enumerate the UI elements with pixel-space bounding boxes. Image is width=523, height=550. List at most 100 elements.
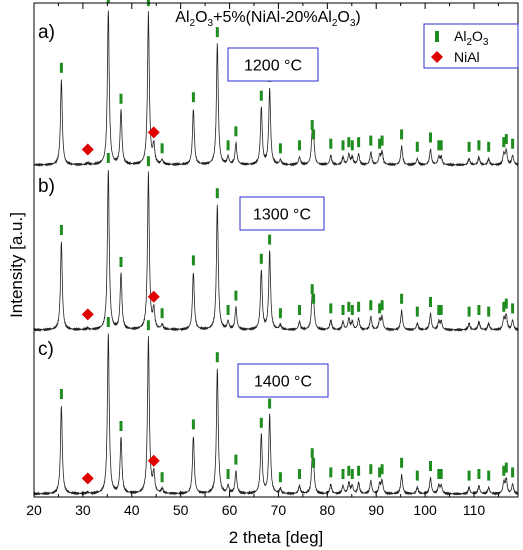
x-axis-label: 2 theta [deg] [229, 528, 324, 547]
al2o3-peak-marker [119, 93, 123, 104]
temperature-label: 1200 °C [244, 58, 302, 75]
al2o3-peak-marker [357, 301, 361, 312]
al2o3-peak-marker [477, 140, 481, 151]
al2o3-peak-marker [298, 469, 301, 479]
al2o3-peak-marker [226, 140, 230, 151]
tick-labels: 20 30 40 50 60 70 80 90 100 110 [26, 502, 485, 518]
al2o3-peak-marker [378, 303, 382, 314]
diffraction-trace [33, 169, 519, 333]
al2o3-peak-marker [226, 305, 230, 315]
y-axis-label: Intensity [a.u.] [7, 212, 26, 318]
al2o3-peak-marker [487, 306, 491, 317]
x-tick-label: 70 [271, 502, 287, 518]
al2o3-peak-marker [191, 419, 195, 430]
al2o3-peak-marker [415, 470, 419, 481]
al2o3-peak-marker [350, 469, 354, 479]
al2o3-peak-marker [146, 320, 150, 331]
panel-2: b) 1300 °C [33, 153, 519, 333]
x-tick-label: 110 [463, 502, 486, 518]
al2o3-peak-marker [312, 457, 316, 468]
al2o3-peak-marker [59, 62, 63, 73]
al2o3-peak-marker [511, 467, 515, 478]
al2o3-peak-marker [477, 305, 481, 315]
legend-al2o3-label: Al2O3 [454, 28, 489, 48]
nial-peak-marker [147, 290, 160, 303]
al2o3-peak-marker [400, 293, 404, 304]
al2o3-peak-marker [268, 234, 272, 245]
al2o3-peak-marker [59, 225, 63, 235]
al2o3-peak-marker [278, 143, 282, 154]
al2o3-peak-marker [146, 156, 150, 167]
al2o3-peak-marker [234, 454, 238, 465]
al2o3-peak-marker [341, 140, 345, 151]
al2o3-peak-marker [329, 467, 333, 478]
al2o3-peak-marker [259, 417, 263, 428]
al2o3-peak-marker [380, 135, 384, 146]
panel-1: a) 1200 °C [33, 0, 519, 168]
al2o3-peak-marker [234, 290, 238, 301]
al2o3-peak-marker [259, 253, 263, 264]
al2o3-peak-marker [312, 293, 316, 304]
al2o3-peak-marker [310, 448, 314, 459]
al2o3-peak-marker [347, 301, 351, 312]
al2o3-peak-marker [106, 0, 110, 3]
plot-frame [33, 2, 519, 498]
al2o3-peak-marker [310, 120, 314, 131]
nial-peak-marker [81, 143, 94, 156]
temperature-box [239, 196, 325, 231]
legend-nial-label: NiAl [454, 49, 480, 65]
al2o3-peak-marker [429, 297, 432, 307]
al2o3-peak-marker [437, 305, 441, 315]
al2o3-peak-marker [467, 470, 471, 481]
al2o3-peak-marker [439, 140, 443, 151]
legend-nial-marker [431, 51, 443, 63]
panel-label: b) [38, 176, 55, 197]
al2o3-peak-marker [400, 129, 404, 140]
al2o3-peak-marker [511, 303, 515, 314]
al2o3-peak-marker [347, 137, 351, 148]
al2o3-peak-marker [341, 469, 345, 479]
al2o3-peak-marker [278, 308, 282, 319]
diffraction-trace [33, 333, 519, 496]
plot-area: a) 1200 °C b) 1300 °C c) 1400 °C [33, 0, 519, 498]
temperature-box [237, 363, 329, 398]
al2o3-peak-marker [415, 141, 419, 152]
al2o3-peak-marker [437, 469, 441, 479]
al2o3-peak-marker [310, 284, 314, 295]
legend: Al2O3 NiAl [423, 23, 519, 69]
al2o3-peak-marker [439, 305, 443, 315]
al2o3-peak-marker [234, 126, 238, 137]
al2o3-peak-marker [378, 138, 382, 149]
al2o3-peak-marker [259, 90, 263, 101]
al2o3-peak-marker [437, 140, 441, 151]
al2o3-peak-marker [278, 472, 282, 483]
al2o3-peak-marker [215, 188, 219, 199]
al2o3-peak-marker [378, 467, 382, 478]
nial-peak-marker [147, 454, 160, 467]
al2o3-peak-marker [467, 306, 471, 317]
al2o3-peak-marker [487, 470, 491, 481]
al2o3-peak-marker [298, 140, 301, 151]
al2o3-peak-marker [504, 298, 508, 309]
al2o3-peak-marker [504, 462, 508, 473]
nial-peak-marker [147, 126, 160, 139]
al2o3-peak-marker [357, 465, 361, 476]
al2o3-peak-marker [160, 308, 164, 319]
al2o3-peak-marker [106, 317, 110, 327]
al2o3-peak-marker [215, 27, 219, 38]
al2o3-peak-marker [226, 469, 230, 479]
al2o3-peak-marker [380, 464, 384, 475]
al2o3-peak-marker [467, 141, 471, 152]
al2o3-peak-marker [350, 140, 354, 151]
panel-3: c) 1400 °C [33, 317, 519, 496]
al2o3-peak-marker [357, 137, 361, 148]
al2o3-peak-marker [477, 469, 481, 479]
x-tick-label: 20 [26, 502, 42, 518]
legend-al2o3-marker [435, 31, 439, 42]
al2o3-peak-marker [347, 465, 351, 476]
al2o3-peak-marker [369, 464, 373, 475]
al2o3-peak-marker [160, 472, 164, 483]
al2o3-peak-marker [160, 143, 164, 154]
diffraction-trace [33, 10, 519, 168]
